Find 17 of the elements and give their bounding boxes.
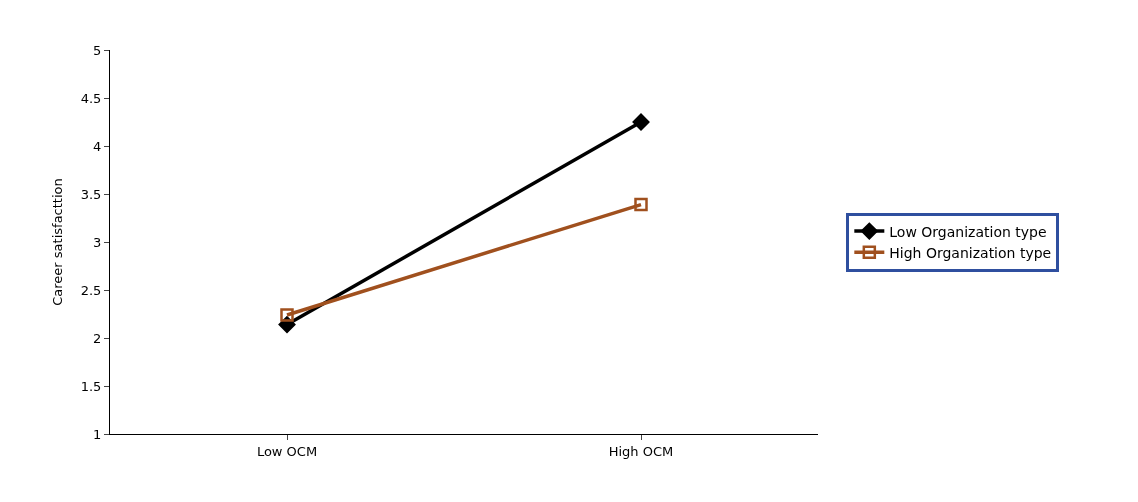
y-tick-label: 3.5 bbox=[80, 186, 102, 202]
y-tick-label: 3 bbox=[93, 234, 102, 250]
point bbox=[632, 113, 650, 131]
y-tick-label: 2.5 bbox=[80, 282, 102, 298]
point bbox=[634, 197, 648, 212]
y-axis-title: Career satisfacttion bbox=[49, 178, 65, 306]
x-tick-label: Low OCM bbox=[256, 443, 318, 459]
y-tick-label: 1.5 bbox=[80, 378, 102, 394]
y-tick-label: 1 bbox=[93, 426, 102, 442]
y-tick-label: 5 bbox=[93, 42, 102, 58]
x-tick-label: High OCM bbox=[608, 443, 674, 459]
y-tick-label: 4 bbox=[93, 138, 102, 154]
y-tick-label: 4.5 bbox=[80, 90, 102, 106]
point bbox=[280, 308, 294, 322]
legend-label: High Organization type bbox=[889, 244, 1052, 261]
legend-label: Low Organization type bbox=[889, 223, 1047, 240]
y-tick-label: 2 bbox=[93, 330, 102, 346]
